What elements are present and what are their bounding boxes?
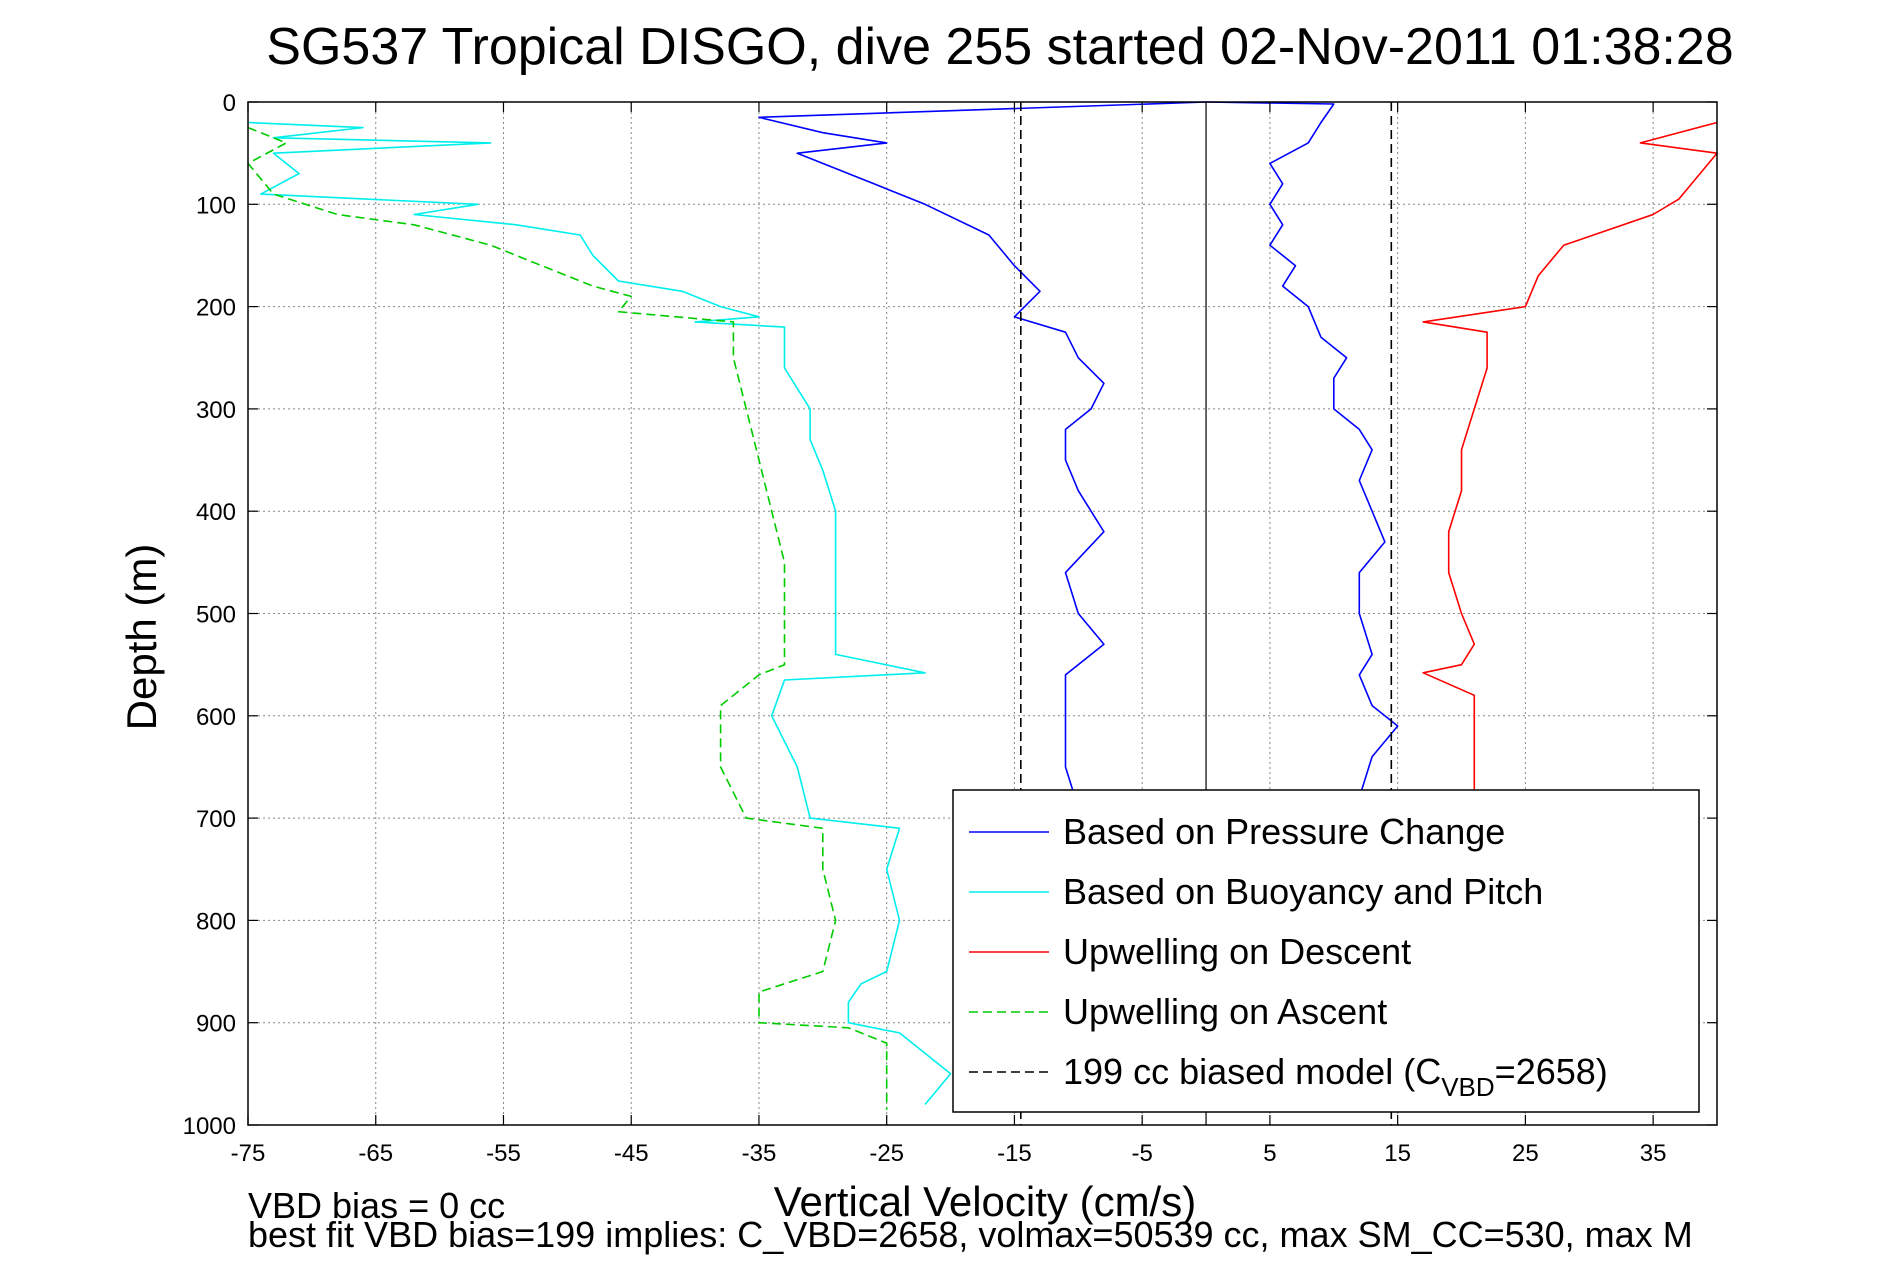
legend-label: Upwelling on Descent [1063,931,1411,972]
x-tick-label: -45 [614,1140,649,1167]
x-tick-label: 35 [1640,1140,1667,1167]
x-tick-label: -55 [486,1140,521,1167]
legend-label: 199 cc biased model (CVBD=2658) [1063,1051,1608,1102]
x-axis-label: Vertical Velocity (cm/s) [774,1178,1196,1225]
x-tick-label: -35 [742,1140,777,1167]
best-fit-note: best fit VBD bias=199 implies: C_VBD=265… [248,1214,1693,1255]
y-tick-label: 800 [196,908,236,935]
axis-ticks: -75 -65 -55 -45 -35 -25 -15 -5 5 15 25 350100200300… [183,90,1717,1167]
legend-label: Upwelling on Ascent [1063,991,1387,1032]
chart-title: SG537 Tropical DISGO, dive 255 started 0… [266,18,1733,76]
y-axis-label: Depth (m) [118,544,165,731]
y-tick-label: 0 [223,90,236,117]
y-tick-label: 300 [196,397,236,424]
x-tick-label: -75 [231,1140,266,1167]
y-tick-label: 600 [196,704,236,731]
x-tick-label: 25 [1512,1140,1539,1167]
y-tick-label: 100 [196,192,236,219]
x-tick-label: 5 [1263,1140,1276,1167]
legend-label: Based on Buoyancy and Pitch [1063,871,1543,912]
grid-lines [247,101,1717,1126]
legend: Based on Pressure Change Based on Buoyanc… [952,789,1700,1113]
legend-label: Based on Pressure Change [1063,811,1505,852]
x-tick-label: -15 [997,1140,1032,1167]
series-line-0 [758,101,1207,809]
x-tick-label: -65 [358,1140,393,1167]
y-tick-label: 900 [196,1011,236,1038]
y-tick-label: 400 [196,499,236,526]
y-tick-label: 200 [196,295,236,322]
y-tick-label: 500 [196,602,236,629]
series-line-1 [1205,101,1399,798]
series-line-4 [247,126,888,1110]
series-line-2 [247,121,952,1106]
y-tick-label: 1000 [183,1113,236,1140]
plot-lines [247,101,1718,1125]
vbd-bias-note: VBD bias = 0 cc [248,1185,506,1226]
series-line-3 [1422,121,1718,808]
x-tick-label: -25 [869,1140,904,1167]
x-tick-label: -5 [1132,1140,1153,1167]
y-tick-label: 700 [196,806,236,833]
legend-box [952,789,1700,1113]
x-tick-label: 15 [1384,1140,1411,1167]
